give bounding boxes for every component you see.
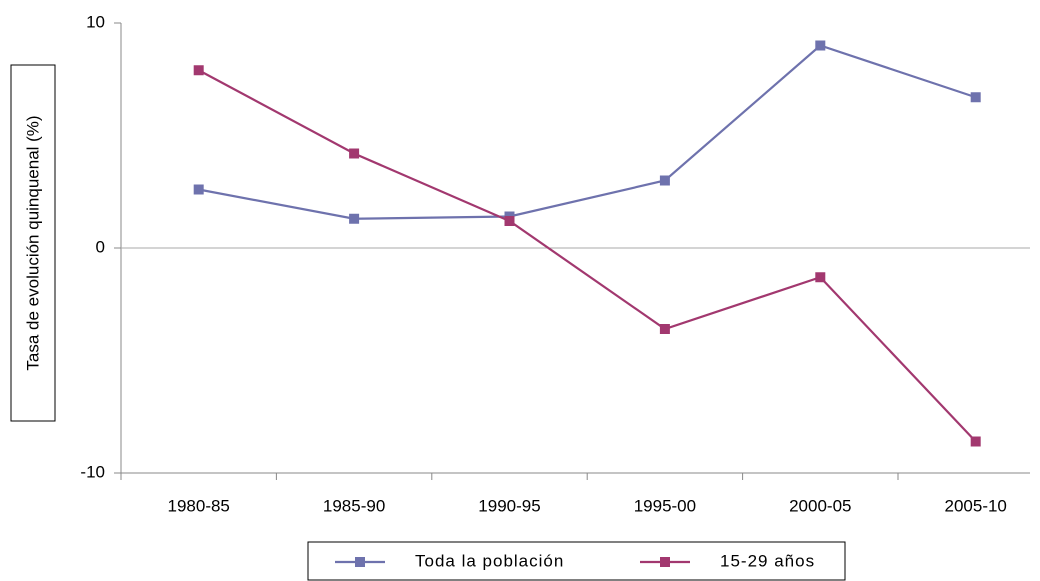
x-tick-label: 2000-05 [789,496,851,515]
point [193,65,204,76]
y-axis-label: Tasa de evolución quinquenal (%) [23,115,42,370]
x-tick-label: 2005-10 [945,496,1007,515]
point [193,184,204,195]
point [815,272,826,283]
series-line [198,69,977,443]
x-tick-label: 1985-90 [323,496,385,515]
point [349,213,360,224]
y-label-box [10,64,56,422]
legend-label: 15-29 años [720,551,815,570]
legend-swatch [355,557,365,567]
point [659,175,670,186]
point [349,148,360,159]
legend-box [307,541,846,581]
legend-label: Toda la población [415,551,564,570]
point [504,216,515,226]
point [815,40,826,51]
y-tick-label: 10 [86,12,105,31]
x-tick-label: 1980-85 [168,496,230,515]
point [659,324,670,334]
point [970,92,981,103]
series-line [198,44,977,220]
y-tick-label: 0 [96,237,105,256]
point [970,436,981,447]
x-tick-label: 1990-95 [478,496,540,515]
x-tick-label: 1995-00 [634,496,696,515]
legend-swatch [660,557,670,567]
y-tick-label: -10 [80,462,105,481]
